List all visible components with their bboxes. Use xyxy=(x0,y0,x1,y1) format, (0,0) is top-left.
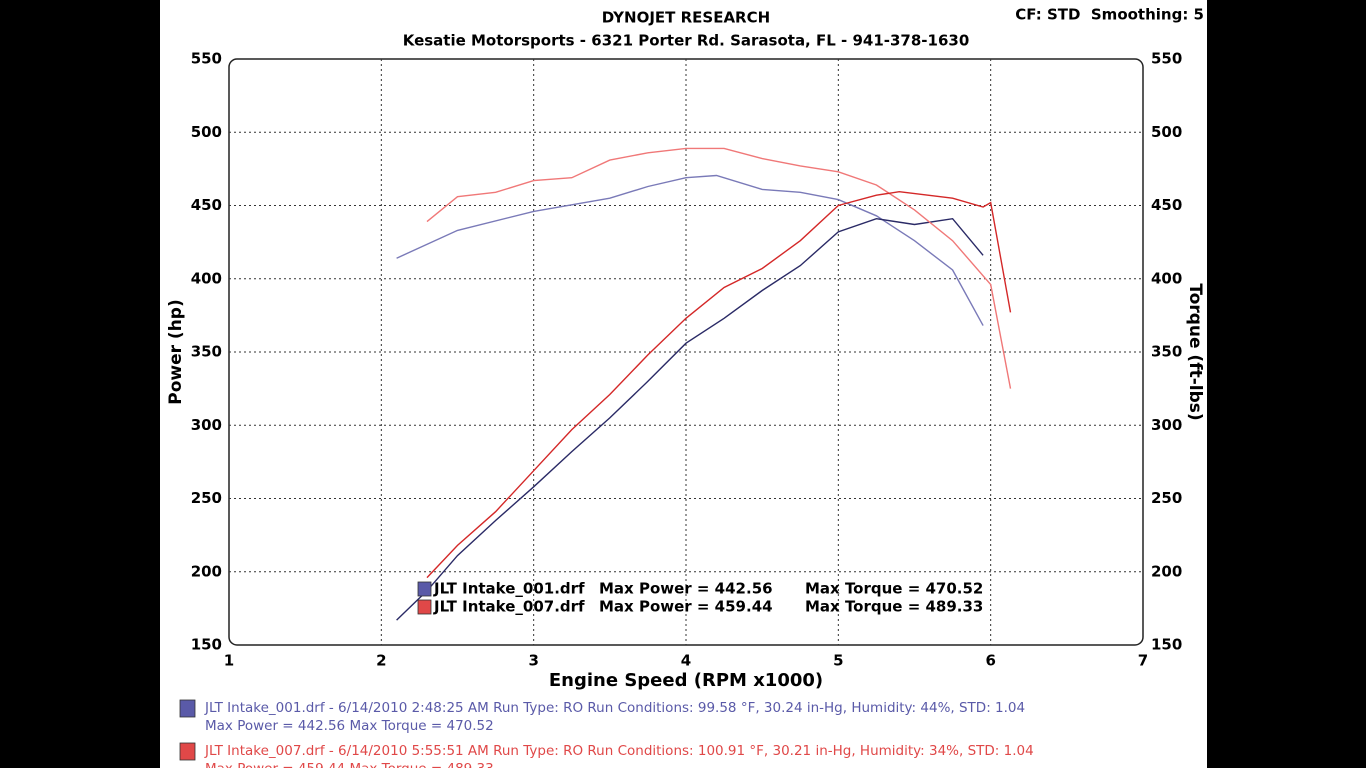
y-tick-label: 150 xyxy=(191,636,222,654)
y-tick-label: 550 xyxy=(191,50,222,68)
y-tick-label: 350 xyxy=(191,343,222,361)
y2-tick-label: 300 xyxy=(1151,416,1182,434)
chart-subtitle: Kesatie Motorsports - 6321 Porter Rd. Sa… xyxy=(403,32,970,50)
power-line xyxy=(426,190,1012,579)
run-swatch xyxy=(179,699,196,718)
y-tick-label: 400 xyxy=(191,269,222,287)
y2-tick-label: 400 xyxy=(1151,269,1182,287)
run-max: Max Power = 442.56 Max Torque = 470.52 xyxy=(205,718,494,734)
y-tick-label: 200 xyxy=(191,562,222,580)
y2-tick-label: 200 xyxy=(1151,562,1182,580)
paper xyxy=(160,0,1207,768)
torque-line xyxy=(426,147,1012,389)
power-line xyxy=(396,217,984,621)
legend-name: JLT Intake_007.drf xyxy=(433,598,585,616)
x-tick-label: 5 xyxy=(833,652,843,670)
header-note: CF: STD Smoothing: 5 xyxy=(1015,6,1204,24)
chart-title: DYNOJET RESEARCH xyxy=(602,9,770,27)
y2-tick-label: 500 xyxy=(1151,123,1182,141)
y2-tick-label: 350 xyxy=(1151,343,1182,361)
x-tick-label: 3 xyxy=(528,652,538,670)
x-tick-label: 4 xyxy=(681,652,691,670)
x-axis-label: Engine Speed (RPM x1000) xyxy=(549,670,823,691)
y-tick-label: 450 xyxy=(191,196,222,214)
y2-axis-label: Torque (ft-lbs) xyxy=(1185,283,1205,420)
run-info: JLT Intake_007.drf - 6/14/2010 5:55:51 A… xyxy=(204,743,1034,759)
run-max: Max Power = 459.44 Max Torque = 489.33 xyxy=(205,761,494,768)
legend-max-power: Max Power = 459.44 xyxy=(599,598,773,616)
y2-tick-label: 150 xyxy=(1151,636,1182,654)
x-tick-label: 7 xyxy=(1138,652,1148,670)
x-tick-label: 1 xyxy=(224,652,234,670)
legend-name: JLT Intake_001.drf xyxy=(433,580,585,598)
torque-line xyxy=(396,174,984,326)
legend-swatch xyxy=(417,581,432,597)
legend-max-torque: Max Torque = 470.52 xyxy=(805,580,983,598)
run-swatch xyxy=(179,742,196,761)
x-tick-label: 6 xyxy=(985,652,995,670)
y-tick-label: 500 xyxy=(191,123,222,141)
y2-tick-label: 250 xyxy=(1151,489,1182,507)
y-tick-label: 300 xyxy=(191,416,222,434)
run-info: JLT Intake_001.drf - 6/14/2010 2:48:25 A… xyxy=(204,700,1025,716)
y2-tick-label: 550 xyxy=(1151,50,1182,68)
y-tick-label: 250 xyxy=(191,489,222,507)
y-axis-label: Power (hp) xyxy=(166,299,186,405)
legend-max-power: Max Power = 442.56 xyxy=(599,580,773,598)
legend-max-torque: Max Torque = 489.33 xyxy=(805,598,983,616)
x-tick-label: 2 xyxy=(376,652,386,670)
legend-swatch xyxy=(417,599,432,615)
y2-tick-label: 450 xyxy=(1151,196,1182,214)
